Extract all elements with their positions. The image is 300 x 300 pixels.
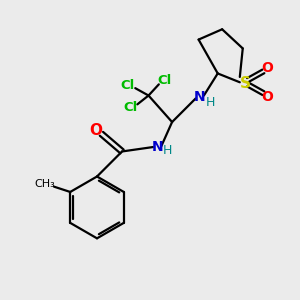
Text: Cl: Cl bbox=[121, 79, 135, 92]
Text: N: N bbox=[152, 140, 163, 154]
Text: S: S bbox=[240, 76, 250, 91]
Text: H: H bbox=[162, 144, 172, 158]
Text: Cl: Cl bbox=[123, 101, 137, 114]
Text: H: H bbox=[206, 95, 215, 109]
Text: O: O bbox=[90, 123, 103, 138]
Text: O: O bbox=[261, 61, 273, 75]
Text: O: O bbox=[261, 90, 273, 104]
Text: N: N bbox=[194, 90, 206, 104]
Text: CH₃: CH₃ bbox=[34, 179, 55, 189]
Text: Cl: Cl bbox=[158, 74, 172, 87]
